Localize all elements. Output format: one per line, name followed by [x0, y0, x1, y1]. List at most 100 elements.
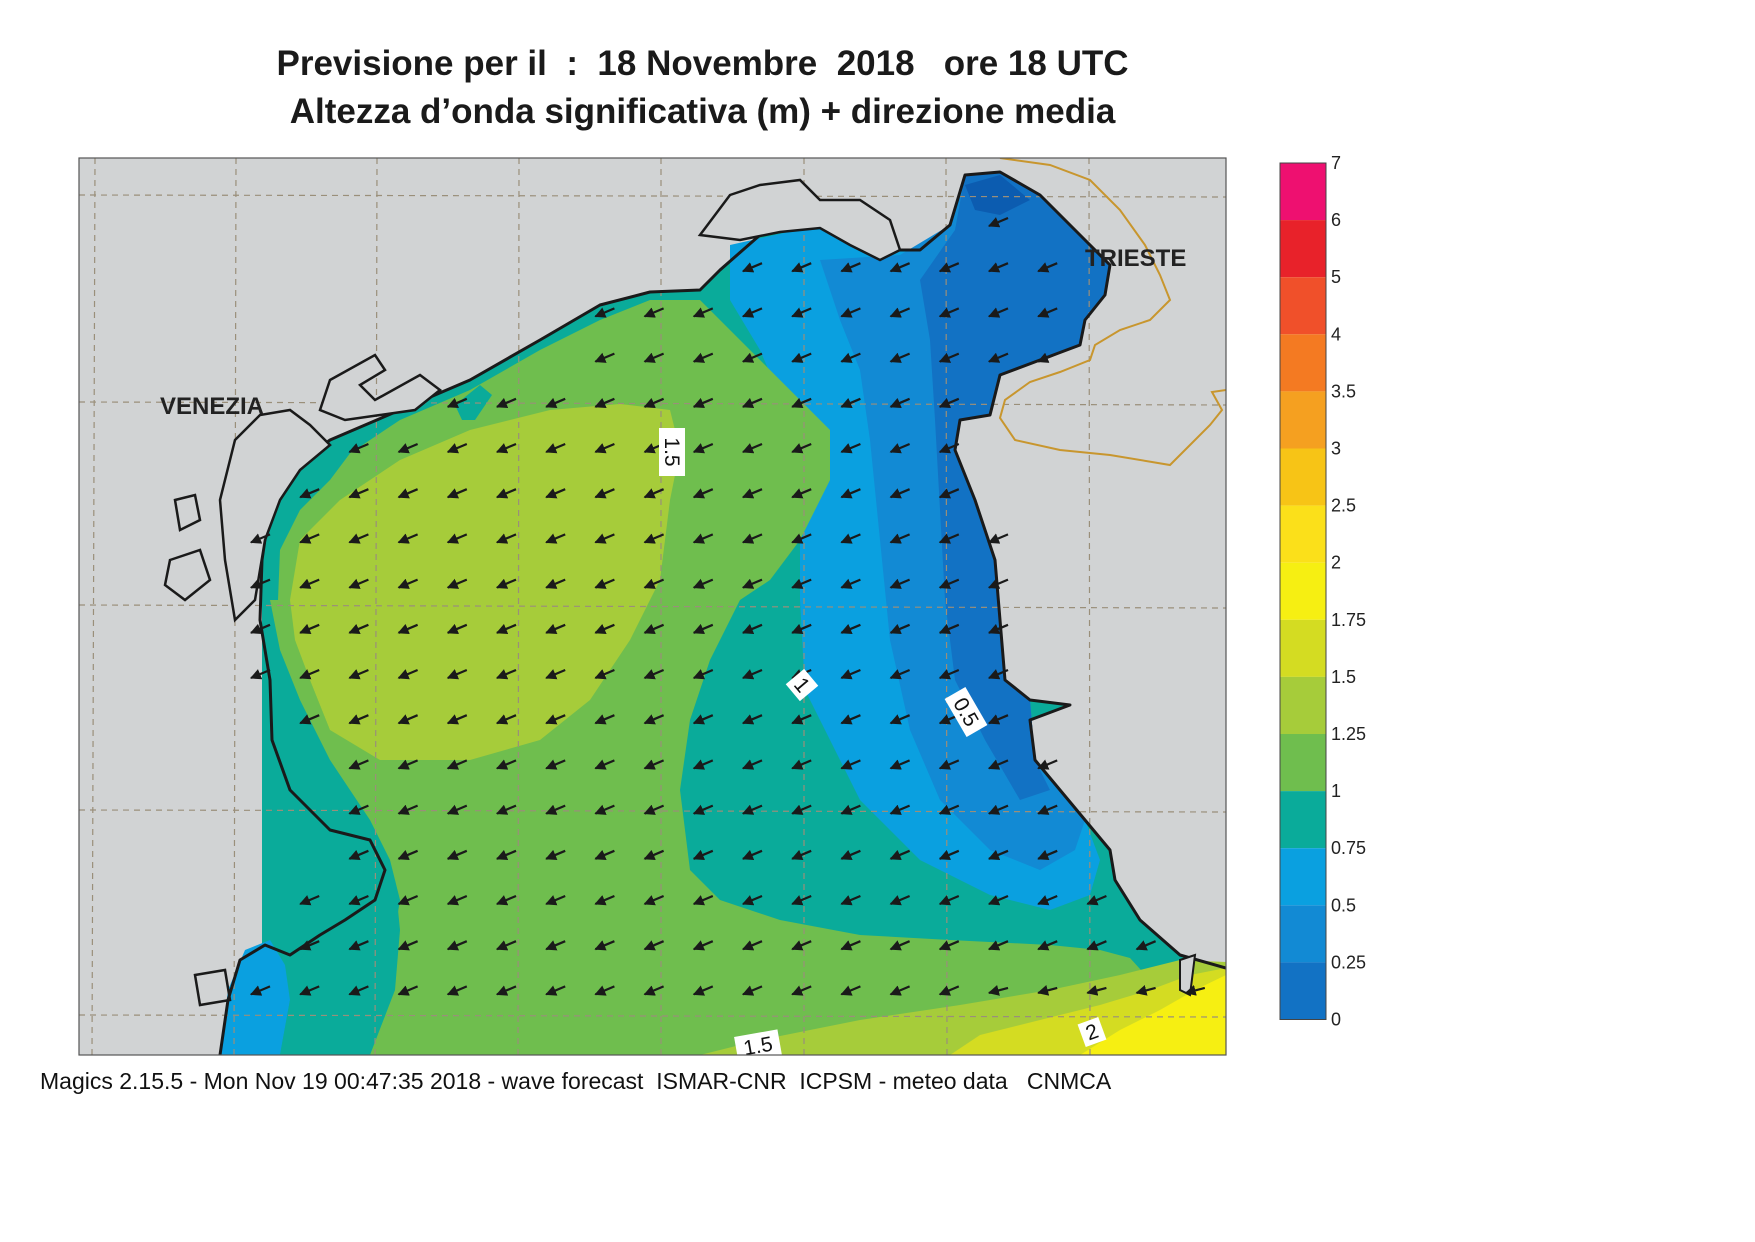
wave-arrow	[545, 714, 566, 725]
wave-arrow	[1037, 849, 1058, 861]
grado-land	[697, 178, 902, 262]
wave-arrow	[545, 668, 566, 680]
wave-arrow	[545, 894, 566, 906]
wave-arrow	[938, 985, 960, 996]
colorbar-band	[1280, 676, 1326, 734]
wave-arrow	[348, 668, 369, 680]
wave-arrow	[446, 849, 468, 861]
wave-arrow	[397, 940, 419, 951]
wave-arrow	[495, 668, 517, 680]
wave-arrow	[987, 307, 1009, 318]
wave-arrow	[249, 623, 271, 635]
wave-arrow	[889, 714, 911, 725]
wave-arrow	[791, 714, 812, 725]
wave-arrow	[840, 714, 861, 725]
wave-arrow	[889, 849, 911, 861]
wave-arrow	[987, 849, 1009, 861]
wave-arrow	[889, 352, 911, 363]
wave-arrow	[594, 668, 615, 680]
wave-arrow	[348, 759, 369, 770]
wave-band-lagoon-north	[455, 385, 492, 420]
wave-arrow	[987, 623, 1009, 635]
wave-arrow	[840, 623, 861, 635]
wave-arrow	[299, 533, 320, 544]
colorbar-label: 4	[1331, 324, 1341, 344]
wave-arrow	[791, 759, 812, 770]
wave-arrow	[397, 804, 419, 815]
wave-band-1.5-1.75	[290, 404, 680, 760]
colorbar-label: 0.25	[1331, 952, 1366, 972]
wave-arrow	[545, 442, 566, 454]
wave-arrow	[348, 578, 369, 589]
colorbar-label: 1.5	[1331, 667, 1356, 687]
wave-arrow	[397, 488, 419, 499]
wave-band-0-0.25	[965, 175, 1030, 215]
wave-arrow	[545, 578, 566, 589]
wave-arrow	[1037, 352, 1058, 363]
colorbar-label: 3.5	[1331, 381, 1356, 401]
wave-arrow	[938, 804, 960, 815]
wave-arrow	[299, 488, 320, 499]
wave-arrow	[741, 714, 763, 725]
wave-arrow	[348, 849, 369, 861]
colorbar-band	[1280, 619, 1326, 677]
wave-arrow	[446, 894, 468, 906]
colorbar-band	[1280, 562, 1326, 620]
wave-arrow	[299, 668, 320, 680]
national-border	[998, 158, 1226, 467]
wave-arrow	[741, 894, 763, 906]
wave-arrow	[495, 804, 517, 815]
wave-band-lagoon	[262, 440, 360, 600]
wave-arrow	[594, 397, 615, 409]
wave-arrow	[692, 352, 714, 363]
wave-arrow	[495, 894, 517, 906]
wave-arrow	[840, 578, 861, 589]
wave-arrow	[987, 262, 1009, 273]
wave-arrow	[889, 940, 911, 951]
wave-arrow	[446, 804, 468, 815]
contour-label-1-5-south: 1.5	[734, 1029, 782, 1055]
colorbar-band	[1280, 905, 1326, 963]
wave-arrow	[348, 804, 369, 815]
wave-arrow	[1184, 985, 1206, 996]
wave-arrow	[840, 533, 861, 544]
wave-arrow	[643, 940, 665, 951]
wave-arrow	[987, 804, 1009, 815]
wave-arrow	[495, 849, 517, 861]
wave-arrow	[1037, 940, 1058, 951]
wave-arrow	[348, 488, 369, 499]
wave-arrow	[741, 352, 763, 363]
wave-arrow	[889, 759, 911, 770]
wave-arrow	[840, 894, 861, 906]
city-label-trieste: TRIESTE	[1085, 245, 1186, 272]
wave-arrow	[889, 894, 911, 906]
wave-arrow	[446, 623, 468, 635]
wave-arrow	[446, 442, 468, 454]
wave-arrow	[692, 985, 714, 996]
colorbar-band	[1280, 220, 1326, 278]
wave-arrow	[594, 849, 615, 861]
map-title-line2: Altezza d’onda significativa (m) + direz…	[289, 92, 1116, 131]
wave-arrow	[840, 985, 861, 996]
wave-arrow	[348, 623, 369, 635]
wave-arrow	[348, 533, 369, 544]
wave-arrow	[692, 849, 714, 861]
wave-arrow	[643, 397, 665, 409]
wave-arrow	[938, 488, 960, 499]
wave-arrow	[791, 442, 812, 454]
wave-arrow	[741, 307, 763, 318]
wave-arrow	[1037, 262, 1058, 273]
colorbar-band	[1280, 962, 1326, 1020]
colorbar-label: 1.75	[1331, 610, 1366, 630]
wave-arrow	[643, 759, 665, 770]
wave-arrow	[594, 352, 615, 363]
colorbar-band	[1280, 277, 1326, 335]
contour-label-1-5-north: 1.5	[659, 428, 685, 476]
wave-arrow	[840, 759, 861, 770]
wave-arrow	[348, 940, 369, 951]
city-label-venezia: VENEZIA	[160, 393, 264, 420]
wave-arrow	[545, 759, 566, 770]
wave-arrow	[397, 714, 419, 725]
wave-arrow	[692, 759, 714, 770]
wave-arrow	[446, 488, 468, 499]
